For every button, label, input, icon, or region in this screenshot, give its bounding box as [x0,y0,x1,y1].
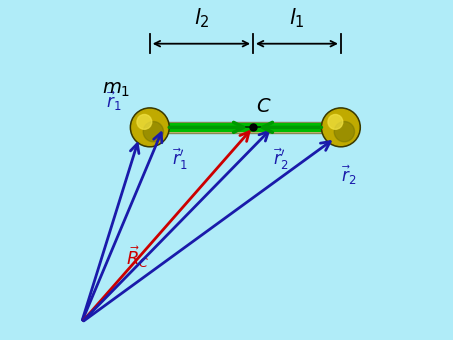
Circle shape [328,115,343,129]
Polygon shape [150,123,341,132]
Polygon shape [150,126,341,128]
Text: $\vec{R}_C$: $\vec{R}_C$ [126,244,149,270]
Polygon shape [150,122,341,133]
Circle shape [132,109,168,145]
Text: $\vec{r}_2'$: $\vec{r}_2'$ [273,147,288,172]
Text: $l_2$: $l_2$ [193,6,209,30]
Text: $\vec{r}_2$: $\vec{r}_2$ [341,164,356,187]
Text: $\vec{r}_1'$: $\vec{r}_1'$ [172,147,188,172]
Text: $\vec{r}_1$: $\vec{r}_1$ [106,90,121,114]
Circle shape [143,121,164,142]
Circle shape [321,108,360,147]
Text: $C$: $C$ [256,97,271,116]
Circle shape [323,109,359,145]
Text: $m_1$: $m_1$ [102,81,130,100]
Circle shape [137,115,152,129]
Circle shape [334,121,355,142]
Circle shape [130,108,169,147]
Text: $l_1$: $l_1$ [289,6,305,30]
